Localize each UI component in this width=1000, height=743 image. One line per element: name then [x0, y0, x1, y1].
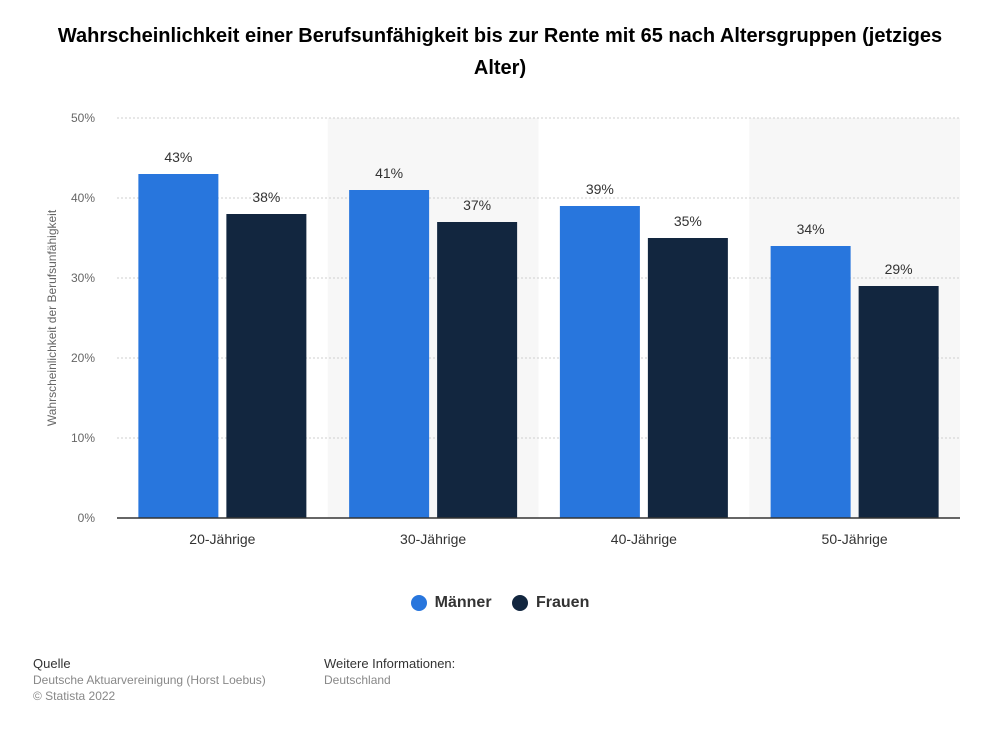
- bar-frauen: [226, 214, 307, 518]
- info-block: Weitere Informationen: Deutschland: [324, 656, 455, 688]
- info-text[interactable]: Deutschland: [324, 673, 391, 687]
- bar-maenner: [138, 174, 219, 518]
- bar-maenner: [770, 246, 851, 518]
- data-label: 35%: [674, 213, 702, 229]
- legend-marker-maenner: [410, 595, 427, 611]
- data-label: 41%: [375, 165, 403, 181]
- bar-chart: 0% 10% 20% 30% 40% 50% Wahrscheinlichkeit der …: [45, 111, 960, 547]
- y-tick-label: 0%: [78, 511, 96, 525]
- x-tick-label: 20-Jährige: [189, 531, 255, 547]
- data-label: 37%: [463, 197, 491, 213]
- data-label: 34%: [797, 221, 825, 237]
- legend-label-maenner: Männer: [434, 594, 492, 611]
- data-label: 39%: [586, 181, 614, 197]
- y-tick-label: 30%: [71, 271, 95, 285]
- chart-title: Wahrscheinlichkeit einer Berufsunfähigke…: [57, 25, 943, 79]
- data-label: 43%: [164, 149, 192, 165]
- source-block: Quelle Deutsche Aktuarvereinigung (Horst…: [33, 656, 266, 704]
- bar-frauen: [437, 222, 518, 518]
- copyright: © Statista 2022: [33, 689, 116, 703]
- y-axis-label: Wahrscheinlichkeit der Berufsunfähigkeit: [45, 209, 59, 426]
- data-label: 38%: [252, 189, 280, 205]
- data-label: 29%: [885, 261, 913, 277]
- y-tick-label: 50%: [71, 111, 95, 125]
- bar-frauen: [858, 286, 939, 518]
- source-text[interactable]: Deutsche Aktuarvereinigung (Horst Loebus…: [33, 673, 266, 687]
- bar-frauen: [647, 238, 728, 518]
- legend-item-maenner[interactable]: Männer: [410, 594, 492, 612]
- source-heading: Quelle: [33, 656, 71, 671]
- legend: Männer Frauen: [0, 594, 1000, 616]
- y-tick-label: 40%: [71, 191, 95, 205]
- info-heading: Weitere Informationen:: [324, 656, 456, 671]
- y-tick-label: 20%: [71, 351, 95, 365]
- bar-maenner: [559, 206, 640, 518]
- x-tick-label: 30-Jährige: [400, 531, 466, 547]
- legend-marker-frauen: [512, 595, 528, 611]
- x-tick-label: 50-Jährige: [822, 531, 888, 547]
- legend-label-frauen: Frauen: [536, 594, 590, 611]
- x-tick-label: 40-Jährige: [611, 531, 677, 547]
- y-tick-label: 10%: [71, 431, 95, 445]
- bar-maenner: [349, 190, 430, 518]
- legend-item-frauen[interactable]: Frauen: [512, 594, 589, 612]
